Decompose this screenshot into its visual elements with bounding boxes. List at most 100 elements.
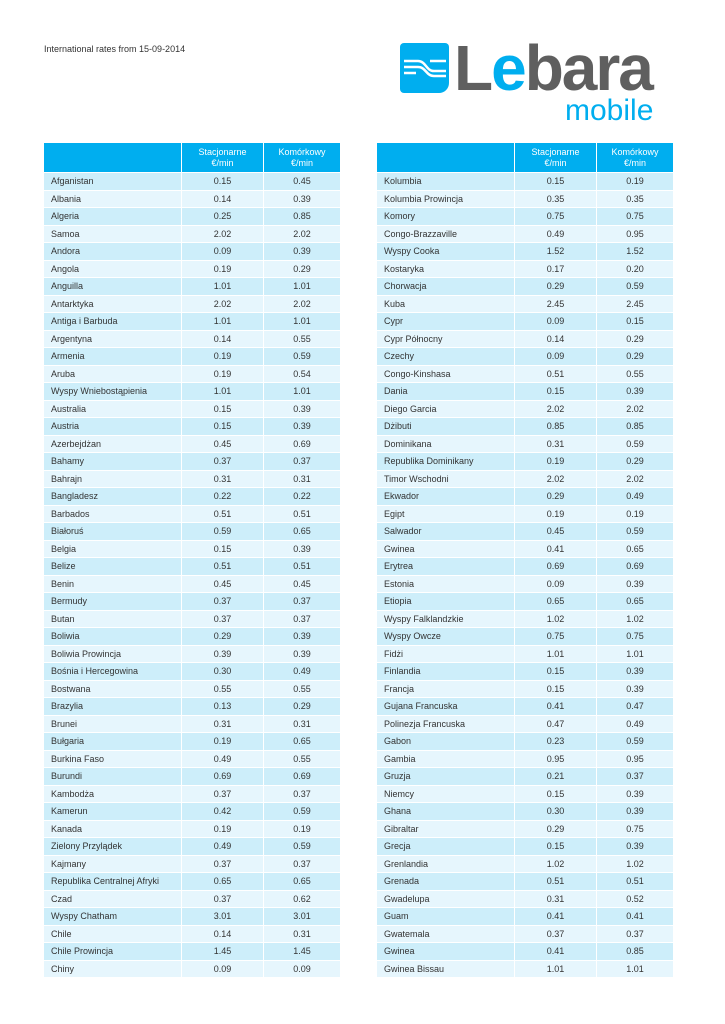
table-row: Belgia 0.15 0.39 bbox=[44, 539, 340, 558]
table-row: Azerbejdżan 0.45 0.69 bbox=[44, 434, 340, 453]
landline-rate-cell: 0.49 bbox=[514, 224, 597, 243]
mobile-rate-cell: 1.02 bbox=[596, 609, 673, 628]
table-row: Gabon 0.23 0.59 bbox=[377, 732, 673, 750]
table-row: Brunei 0.31 0.31 bbox=[44, 714, 340, 733]
landline-rate-cell: 0.30 bbox=[514, 802, 597, 820]
country-cell: Guam bbox=[377, 907, 515, 925]
landline-rate-cell: 0.15 bbox=[181, 539, 264, 558]
country-cell: Gwatemala bbox=[377, 924, 515, 943]
table-row: Kambodża 0.37 0.37 bbox=[44, 784, 340, 803]
country-cell: Republika Dominikany bbox=[377, 452, 515, 470]
country-header bbox=[44, 143, 182, 173]
mobile-label: Komórkowy bbox=[611, 146, 659, 157]
mobile-rate-cell: 0.39 bbox=[263, 242, 340, 260]
mobile-rate-cell: 0.41 bbox=[596, 907, 673, 925]
landline-rate-cell: 2.02 bbox=[181, 224, 264, 243]
table-row: Andora 0.09 0.39 bbox=[44, 242, 340, 260]
landline-rate-cell: 0.19 bbox=[181, 732, 264, 750]
country-cell: Bermudy bbox=[44, 592, 182, 610]
landline-rate-cell: 0.19 bbox=[181, 347, 264, 365]
country-cell: Republika Centralnej Afryki bbox=[44, 872, 182, 890]
country-cell: Wyspy Cooka bbox=[377, 242, 515, 260]
landline-rate-cell: 1.01 bbox=[181, 312, 264, 330]
table-row: Albania 0.14 0.39 bbox=[44, 189, 340, 208]
mobile-rate-cell: 0.39 bbox=[596, 662, 673, 680]
landline-rate-cell: 0.37 bbox=[514, 924, 597, 943]
table-row: Gwinea Bissau 1.01 1.01 bbox=[377, 959, 673, 977]
landline-rate-cell: 0.17 bbox=[514, 259, 597, 278]
landline-rate-cell: 0.13 bbox=[181, 697, 264, 715]
table-row: Bangladesz 0.22 0.22 bbox=[44, 487, 340, 505]
mobile-rate-cell: 0.39 bbox=[596, 802, 673, 820]
table-row: Chiny 0.09 0.09 bbox=[44, 959, 340, 977]
table-row: Erytrea 0.69 0.69 bbox=[377, 557, 673, 575]
landline-rate-cell: 0.15 bbox=[181, 399, 264, 418]
landline-rate-cell: 0.35 bbox=[514, 189, 597, 208]
table-row: Grecja 0.15 0.39 bbox=[377, 837, 673, 855]
country-cell: Kajmany bbox=[44, 854, 182, 873]
table-row: Belize 0.51 0.51 bbox=[44, 557, 340, 575]
country-cell: Grenada bbox=[377, 872, 515, 890]
mobile-rate-cell: 2.02 bbox=[263, 224, 340, 243]
table-row: Kuba 2.45 2.45 bbox=[377, 294, 673, 313]
country-cell: Boliwia Prowincja bbox=[44, 644, 182, 663]
country-cell: Belgia bbox=[44, 539, 182, 558]
mobile-rate-cell: 1.01 bbox=[263, 312, 340, 330]
table-row: Salwador 0.45 0.59 bbox=[377, 522, 673, 540]
country-header bbox=[377, 143, 515, 173]
mobile-rate-cell: 0.39 bbox=[263, 644, 340, 663]
table-row: Fidżi 1.01 1.01 bbox=[377, 644, 673, 663]
table-row: Republika Centralnej Afryki 0.65 0.65 bbox=[44, 872, 340, 890]
landline-rate-cell: 0.15 bbox=[181, 172, 264, 190]
landline-rate-cell: 0.30 bbox=[181, 662, 264, 680]
country-cell: Austria bbox=[44, 417, 182, 435]
mobile-rate-cell: 0.31 bbox=[263, 714, 340, 733]
landline-rate-cell: 0.31 bbox=[181, 469, 264, 488]
country-cell: Dżibuti bbox=[377, 417, 515, 435]
mobile-rate-cell: 0.39 bbox=[263, 539, 340, 558]
landline-rate-cell: 3.01 bbox=[181, 907, 264, 925]
mobile-rate-cell: 0.65 bbox=[263, 732, 340, 750]
country-cell: Bostwana bbox=[44, 679, 182, 698]
mobile-rate-cell: 0.20 bbox=[596, 259, 673, 278]
mobile-rate-cell: 0.37 bbox=[596, 924, 673, 943]
landline-rate-cell: 0.15 bbox=[514, 662, 597, 680]
landline-rate-cell: 0.14 bbox=[181, 189, 264, 208]
table-row: Gruzja 0.21 0.37 bbox=[377, 767, 673, 785]
country-cell: Antiga i Barbuda bbox=[44, 312, 182, 330]
country-cell: Ghana bbox=[377, 802, 515, 820]
table-row: Wyspy Cooka 1.52 1.52 bbox=[377, 242, 673, 260]
logo-tagline: mobile bbox=[565, 94, 654, 127]
landline-rate-cell: 0.14 bbox=[181, 924, 264, 943]
country-cell: Anguilla bbox=[44, 277, 182, 295]
country-cell: Kolumbia bbox=[377, 172, 515, 190]
table-row: Bahamy 0.37 0.37 bbox=[44, 452, 340, 470]
table-row: Congo-Brazzaville 0.49 0.95 bbox=[377, 224, 673, 243]
landline-rate-cell: 0.41 bbox=[514, 942, 597, 960]
country-cell: Wyspy Falklandzkie bbox=[377, 609, 515, 628]
table-row: Argentyna 0.14 0.55 bbox=[44, 329, 340, 348]
country-cell: Afganistan bbox=[44, 172, 182, 190]
mobile-rate-cell: 0.15 bbox=[596, 312, 673, 330]
landline-rate-cell: 1.01 bbox=[181, 277, 264, 295]
country-cell: Boliwia bbox=[44, 627, 182, 645]
country-cell: Czechy bbox=[377, 347, 515, 365]
mobile-rate-cell: 2.02 bbox=[596, 469, 673, 488]
landline-rate-cell: 0.37 bbox=[181, 854, 264, 873]
landline-rate-cell: 0.31 bbox=[181, 714, 264, 733]
mobile-rate-cell: 1.45 bbox=[263, 942, 340, 960]
country-cell: Chorwacja bbox=[377, 277, 515, 295]
country-cell: Bahrajn bbox=[44, 469, 182, 488]
mobile-rate-cell: 0.37 bbox=[263, 592, 340, 610]
table-row: Ghana 0.30 0.39 bbox=[377, 802, 673, 820]
table-row: Australia 0.15 0.39 bbox=[44, 399, 340, 418]
country-cell: Benin bbox=[44, 574, 182, 593]
landline-rate-cell: 1.01 bbox=[514, 959, 597, 977]
mobile-rate-cell: 0.39 bbox=[263, 417, 340, 435]
country-cell: Gwinea bbox=[377, 539, 515, 558]
landline-rate-cell: 0.51 bbox=[514, 872, 597, 890]
country-cell: Kolumbia Prowincja bbox=[377, 189, 515, 208]
country-cell: Grecja bbox=[377, 837, 515, 855]
mobile-rate-cell: 0.55 bbox=[596, 364, 673, 383]
landline-rate-cell: 0.14 bbox=[514, 329, 597, 348]
